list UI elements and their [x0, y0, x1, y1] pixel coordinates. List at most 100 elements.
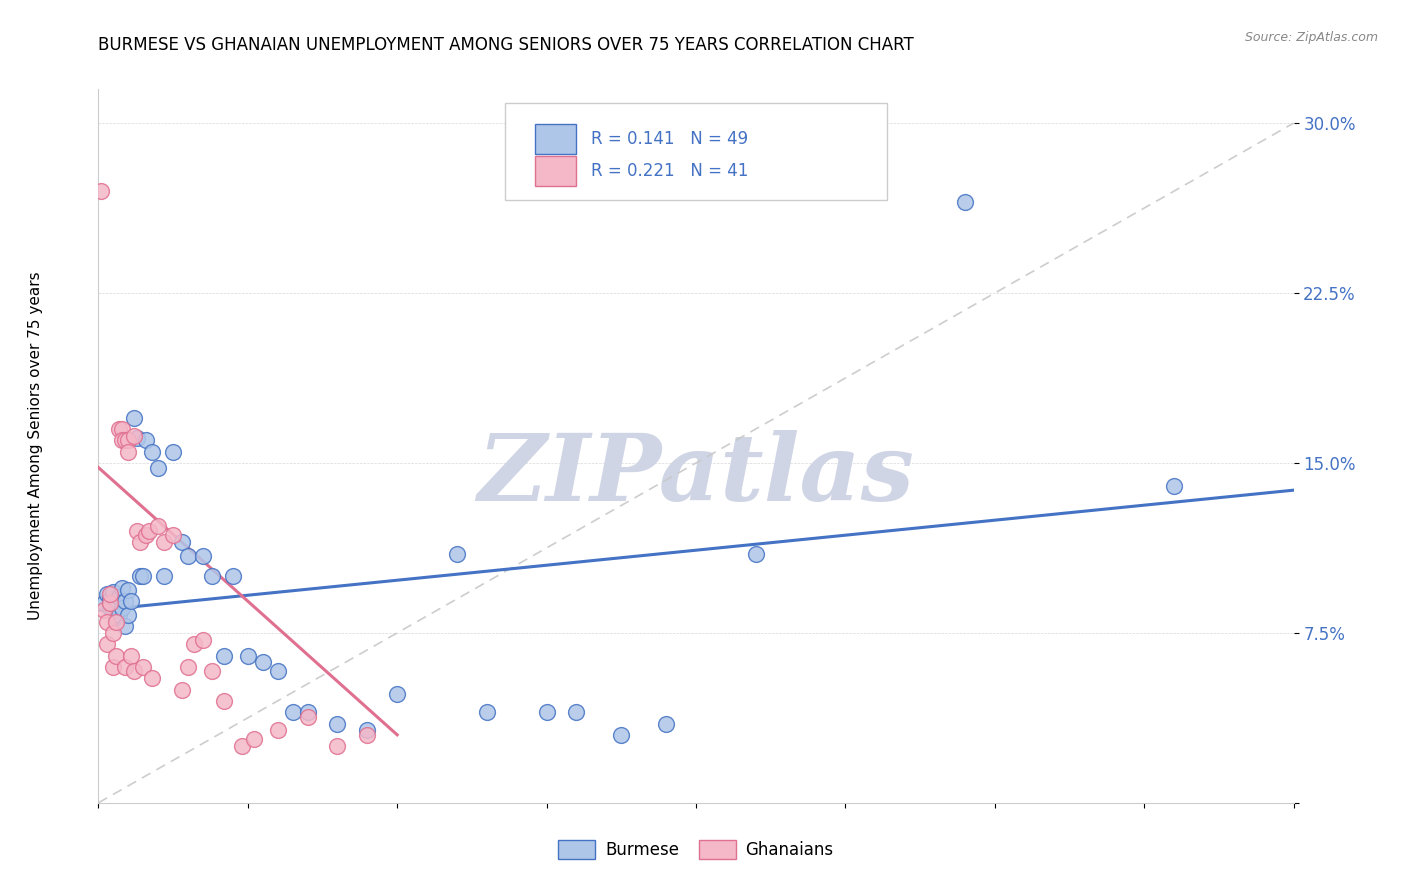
Point	[172, 535, 194, 549]
Text: Source: ZipAtlas.com: Source: ZipAtlas.com	[1244, 31, 1378, 45]
Point	[177, 660, 200, 674]
Point	[201, 569, 224, 583]
Point	[141, 444, 163, 458]
Point	[201, 665, 224, 679]
Point	[108, 590, 131, 604]
Point	[132, 569, 155, 583]
Point	[212, 648, 235, 663]
Point	[475, 705, 498, 719]
Point	[610, 728, 633, 742]
Point	[103, 626, 125, 640]
Point	[183, 637, 205, 651]
Point	[212, 694, 235, 708]
Point	[117, 434, 139, 448]
FancyBboxPatch shape	[534, 156, 576, 186]
Point	[114, 660, 136, 674]
Point	[96, 615, 118, 629]
Point	[105, 599, 128, 613]
Point	[565, 705, 588, 719]
Point	[108, 607, 131, 622]
Point	[1163, 478, 1185, 492]
Point	[191, 632, 214, 647]
Point	[148, 519, 170, 533]
Point	[356, 728, 378, 742]
Point	[135, 528, 157, 542]
Point	[141, 671, 163, 685]
Point	[356, 723, 378, 738]
Point	[252, 656, 274, 670]
Point	[127, 431, 149, 445]
Point	[153, 535, 176, 549]
Point	[297, 709, 319, 723]
Point	[98, 601, 122, 615]
Point	[105, 610, 128, 624]
Point	[385, 687, 409, 701]
Point	[655, 716, 678, 731]
Point	[90, 184, 112, 198]
Point	[124, 410, 146, 425]
Point	[120, 648, 142, 663]
Point	[111, 422, 134, 436]
Point	[153, 569, 176, 583]
Point	[98, 587, 122, 601]
Point	[177, 549, 200, 563]
Point	[243, 732, 266, 747]
Point	[111, 601, 134, 615]
Point	[124, 429, 146, 443]
Point	[114, 619, 136, 633]
Point	[96, 587, 118, 601]
Point	[446, 547, 468, 561]
Point	[222, 569, 245, 583]
Point	[267, 665, 290, 679]
Point	[236, 648, 259, 663]
Point	[231, 739, 253, 754]
Point	[103, 660, 125, 674]
Point	[953, 195, 976, 210]
Point	[135, 434, 157, 448]
Point	[114, 594, 136, 608]
Point	[93, 603, 115, 617]
Point	[96, 637, 118, 651]
Point	[536, 705, 558, 719]
Text: BURMESE VS GHANAIAN UNEMPLOYMENT AMONG SENIORS OVER 75 YEARS CORRELATION CHART: BURMESE VS GHANAIAN UNEMPLOYMENT AMONG S…	[98, 36, 914, 54]
Point	[745, 547, 768, 561]
Point	[117, 444, 139, 458]
Point	[114, 434, 136, 448]
Point	[98, 597, 122, 611]
Point	[108, 422, 131, 436]
Point	[129, 535, 152, 549]
Point	[105, 615, 128, 629]
Point	[117, 582, 139, 597]
Point	[111, 434, 134, 448]
Point	[117, 607, 139, 622]
Legend: Burmese, Ghanaians: Burmese, Ghanaians	[551, 833, 841, 866]
Point	[172, 682, 194, 697]
Point	[132, 660, 155, 674]
Point	[93, 597, 115, 611]
Point	[326, 716, 349, 731]
Text: ZIPatlas: ZIPatlas	[478, 430, 914, 519]
Point	[267, 723, 290, 738]
Point	[162, 528, 184, 542]
Text: R = 0.141   N = 49: R = 0.141 N = 49	[591, 130, 748, 148]
Point	[281, 705, 304, 719]
Point	[127, 524, 149, 538]
Point	[120, 594, 142, 608]
Point	[138, 524, 160, 538]
Point	[191, 549, 214, 563]
Point	[124, 665, 146, 679]
FancyBboxPatch shape	[534, 124, 576, 154]
Point	[148, 460, 170, 475]
FancyBboxPatch shape	[505, 103, 887, 200]
Point	[162, 444, 184, 458]
Text: Unemployment Among Seniors over 75 years: Unemployment Among Seniors over 75 years	[28, 272, 42, 620]
Text: R = 0.221   N = 41: R = 0.221 N = 41	[591, 162, 748, 180]
Point	[103, 585, 125, 599]
Point	[111, 581, 134, 595]
Point	[326, 739, 349, 754]
Point	[105, 648, 128, 663]
Point	[98, 591, 122, 606]
Point	[129, 569, 152, 583]
Point	[297, 705, 319, 719]
Point	[103, 603, 125, 617]
